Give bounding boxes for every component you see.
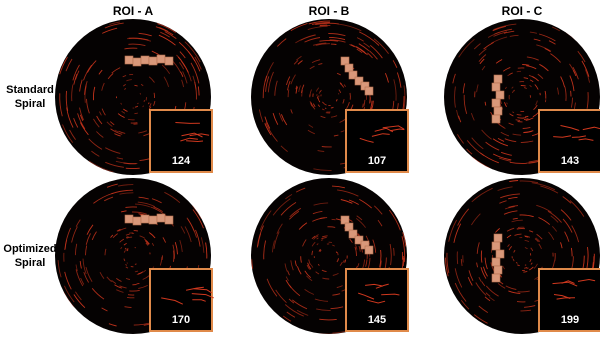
roi-block xyxy=(492,115,500,123)
streak xyxy=(147,332,157,334)
roi-block xyxy=(157,55,165,63)
roi-block xyxy=(133,58,141,66)
roi-block xyxy=(141,56,149,64)
roi-block xyxy=(133,217,141,225)
row-label-line: Standard xyxy=(6,84,54,96)
roi-block xyxy=(494,75,502,83)
image-panel: 124 xyxy=(55,19,212,177)
roi-block xyxy=(149,216,157,224)
roi-block xyxy=(165,57,173,65)
roi-block xyxy=(141,215,149,223)
roi-block xyxy=(492,274,500,282)
streak xyxy=(146,97,147,100)
row-label: Standard Spiral xyxy=(6,84,54,110)
roi-block xyxy=(494,234,502,242)
streak xyxy=(517,118,524,119)
roi-block xyxy=(157,214,165,222)
column-header: ROI - A xyxy=(113,4,154,18)
image-panel: 143 xyxy=(444,19,600,175)
roi-block xyxy=(165,216,173,224)
inset-value: 145 xyxy=(368,314,386,326)
roi-block xyxy=(492,99,500,107)
image-panel: 199 xyxy=(444,178,600,334)
roi-block xyxy=(492,83,500,91)
roi-block xyxy=(492,258,500,266)
page: ROI - A ROI - B ROI - C Standard Spiral 124 10… xyxy=(0,0,600,343)
column-header: ROI - C xyxy=(502,4,543,18)
inset-value: 107 xyxy=(368,155,386,167)
streak xyxy=(524,86,526,87)
streak xyxy=(517,71,521,72)
roi-block xyxy=(496,250,504,258)
roi-block xyxy=(149,57,157,65)
streak xyxy=(332,219,336,220)
figure: ROI - A ROI - B ROI - C Standard Spiral 124 10… xyxy=(0,0,600,343)
column-header: ROI - B xyxy=(309,4,350,18)
inset-value: 170 xyxy=(172,314,190,326)
roi-block xyxy=(494,107,502,115)
streak xyxy=(149,103,150,105)
streak xyxy=(128,175,148,176)
image-panel: 170 xyxy=(55,178,214,335)
streak xyxy=(525,265,526,266)
image-panel: 107 xyxy=(251,19,408,175)
roi-block xyxy=(365,246,373,254)
streak xyxy=(336,252,337,253)
inset-value: 199 xyxy=(561,314,579,326)
inset-streak xyxy=(186,141,203,142)
roi-block xyxy=(494,266,502,274)
row-label-line: Spiral xyxy=(15,98,46,110)
row-label-line: Spiral xyxy=(15,257,46,269)
image-panel: 145 xyxy=(251,177,408,334)
row-label-line: Optimized xyxy=(3,243,56,255)
roi-block xyxy=(365,87,373,95)
roi-block xyxy=(496,91,504,99)
streak xyxy=(127,263,128,264)
streak xyxy=(140,93,141,94)
inset-value: 124 xyxy=(172,155,191,167)
roi-block xyxy=(125,215,133,223)
row-label: Optimized Spiral xyxy=(3,243,56,269)
streak xyxy=(144,100,145,101)
roi-block xyxy=(492,242,500,250)
streak xyxy=(135,264,137,265)
inset-value: 143 xyxy=(561,155,579,167)
streak xyxy=(320,25,327,26)
streak xyxy=(137,283,140,284)
roi-block xyxy=(125,56,133,64)
streak xyxy=(394,248,395,256)
